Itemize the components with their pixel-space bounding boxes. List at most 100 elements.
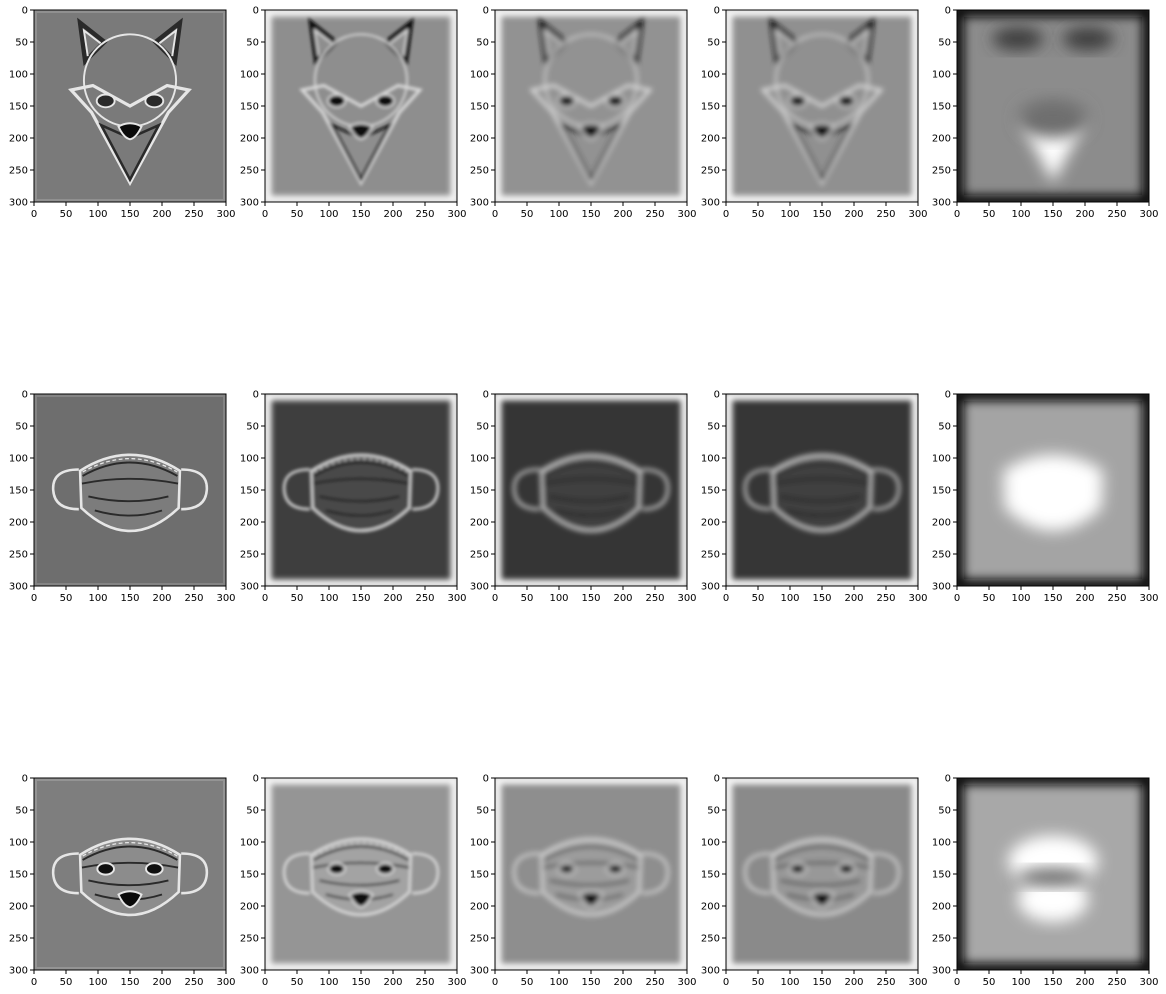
x-tick-label: 0 xyxy=(723,593,729,604)
y-tick-label: 150 xyxy=(701,870,720,881)
x-tick-label: 50 xyxy=(521,209,534,220)
y-tick-label: 200 xyxy=(932,518,951,529)
mask-right-loop xyxy=(642,852,670,895)
lowpass-bright-chin xyxy=(1021,122,1085,183)
x-tick-label: 0 xyxy=(31,977,37,988)
image-area xyxy=(495,394,687,586)
fox-left-eye xyxy=(556,93,577,109)
y-tick-label: 250 xyxy=(701,934,720,945)
y-tick-label: 50 xyxy=(476,422,489,433)
mask-pleat-3 xyxy=(555,509,624,517)
mask-left-loop xyxy=(512,852,540,895)
hybrid-nose xyxy=(348,890,374,909)
y-tick-label: 200 xyxy=(240,518,259,529)
mask-pleat-1 xyxy=(542,861,640,869)
x-tick-label: 100 xyxy=(1011,209,1030,220)
mask-right-loop xyxy=(181,852,209,895)
image-area xyxy=(726,394,918,586)
x-tick-label: 250 xyxy=(415,977,434,988)
x-tick-label: 150 xyxy=(120,593,139,604)
y-tick-label: 200 xyxy=(701,134,720,145)
x-tick-label: 250 xyxy=(1107,977,1126,988)
y-tick-label: 300 xyxy=(470,198,489,209)
y-tick-label: 200 xyxy=(932,902,951,913)
mask-pleat-1 xyxy=(773,477,871,485)
x-tick-label: 50 xyxy=(983,977,996,988)
x-tick-label: 0 xyxy=(954,209,960,220)
y-tick-label: 150 xyxy=(240,486,259,497)
x-tick-label: 200 xyxy=(152,593,171,604)
y-tick-label: 100 xyxy=(470,454,489,465)
x-tick-label: 150 xyxy=(351,593,370,604)
fox-right-ear-inner xyxy=(850,28,870,57)
hybrid-right-eye xyxy=(376,862,395,876)
image-area xyxy=(957,394,1149,586)
y-tick-label: 100 xyxy=(701,838,720,849)
x-tick-label: 250 xyxy=(876,977,895,988)
fox-cheeks xyxy=(68,83,192,187)
x-tick-label: 300 xyxy=(1139,593,1158,604)
fox-left-ear-inner xyxy=(313,28,333,57)
x-tick-label: 0 xyxy=(262,977,268,988)
mask-left-loop xyxy=(51,852,79,895)
x-tick-label: 150 xyxy=(1043,593,1062,604)
x-tick-label: 250 xyxy=(415,209,434,220)
image-area xyxy=(34,10,226,202)
y-tick-label: 100 xyxy=(470,70,489,81)
x-tick-label: 200 xyxy=(844,209,863,220)
y-tick-label: 50 xyxy=(938,806,951,817)
y-tick-label: 200 xyxy=(701,518,720,529)
y-tick-label: 250 xyxy=(932,166,951,177)
x-tick-label: 100 xyxy=(780,593,799,604)
fox-right-ear-inner xyxy=(389,28,409,57)
lowpass-mask-blob xyxy=(1003,454,1103,531)
y-tick-label: 250 xyxy=(9,934,28,945)
y-tick-label: 50 xyxy=(707,38,720,49)
y-tick-label: 50 xyxy=(246,38,259,49)
x-tick-label: 150 xyxy=(812,977,831,988)
y-tick-label: 150 xyxy=(932,486,951,497)
y-tick-label: 150 xyxy=(9,102,28,113)
mask-top-band xyxy=(82,845,178,861)
y-tick-label: 250 xyxy=(470,550,489,561)
fox-cheeks xyxy=(299,83,423,187)
fox-chin xyxy=(559,122,623,183)
y-tick-label: 0 xyxy=(253,6,259,17)
image-area xyxy=(957,778,1149,970)
lowpass-eye-band xyxy=(1017,868,1089,887)
x-tick-label: 50 xyxy=(752,209,765,220)
y-tick-label: 0 xyxy=(483,6,489,17)
y-tick-label: 200 xyxy=(470,902,489,913)
x-tick-label: 100 xyxy=(549,209,568,220)
y-tick-label: 100 xyxy=(932,454,951,465)
mask-right-loop xyxy=(412,852,440,895)
hybrid-right-eye xyxy=(145,862,164,876)
edge-glow xyxy=(265,778,457,970)
fox-right-eye xyxy=(375,93,396,109)
x-tick-label: 0 xyxy=(723,209,729,220)
y-tick-label: 300 xyxy=(932,966,951,977)
y-tick-label: 150 xyxy=(470,102,489,113)
x-tick-label: 300 xyxy=(908,977,927,988)
y-tick-label: 50 xyxy=(476,806,489,817)
y-tick-label: 150 xyxy=(470,486,489,497)
fox-right-eye xyxy=(605,93,626,109)
x-tick-label: 150 xyxy=(581,593,600,604)
mask-right-loop xyxy=(181,468,209,511)
x-tick-label: 100 xyxy=(319,977,338,988)
image-area xyxy=(495,778,687,970)
hybrid-nose xyxy=(578,890,604,909)
x-tick-label: 100 xyxy=(1011,593,1030,604)
x-tick-label: 100 xyxy=(319,593,338,604)
image-area xyxy=(265,778,457,970)
x-tick-label: 200 xyxy=(613,209,632,220)
mask-top-band xyxy=(313,845,409,861)
fox-left-eye xyxy=(95,93,116,109)
